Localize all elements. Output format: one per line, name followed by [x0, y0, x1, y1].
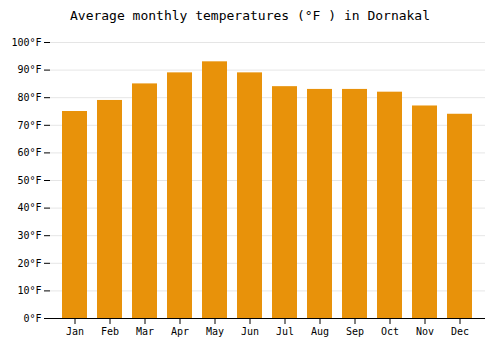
svg-text:Dec: Dec — [451, 326, 469, 337]
svg-text:Nov: Nov — [416, 326, 434, 337]
svg-text:50°F: 50°F — [17, 175, 41, 186]
svg-text:30°F: 30°F — [17, 230, 41, 241]
svg-text:Jul: Jul — [276, 326, 294, 337]
svg-text:May: May — [206, 326, 224, 337]
svg-text:Aug: Aug — [311, 326, 329, 337]
html-text:Average monthly temperatures (: Average monthly temperatures (°F ) in Do… — [70, 8, 430, 23]
svg-text:90°F: 90°F — [17, 64, 41, 75]
svg-text:70°F: 70°F — [17, 120, 41, 131]
svg-text:40°F: 40°F — [17, 202, 41, 213]
svg-text:80°F: 80°F — [17, 92, 41, 103]
svg-text:Apr: Apr — [171, 326, 189, 337]
svg-text:Sep: Sep — [346, 326, 364, 337]
svg-text:Jan: Jan — [66, 326, 84, 337]
svg-text:10°F: 10°F — [17, 285, 41, 296]
svg-text:Jun: Jun — [241, 326, 259, 337]
svg-text:Feb: Feb — [101, 326, 119, 337]
svg-text:20°F: 20°F — [17, 258, 41, 269]
svg-text:0°F: 0°F — [23, 313, 41, 324]
svg-text:Oct: Oct — [381, 326, 399, 337]
svg-text:100°F: 100°F — [11, 37, 41, 48]
svg-text:60°F: 60°F — [17, 147, 41, 158]
svg-text:Mar: Mar — [136, 326, 154, 337]
